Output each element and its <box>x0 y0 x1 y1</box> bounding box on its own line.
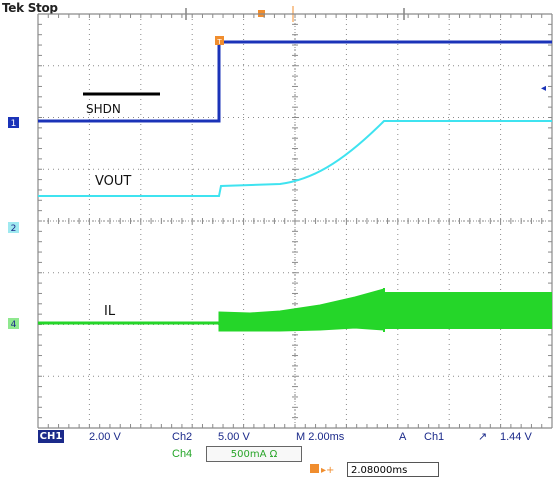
scope-status-title: Tek Stop <box>2 1 58 15</box>
trigger-level: 1.44 V <box>500 431 532 443</box>
ch2-scale: 5.00 V <box>218 431 250 443</box>
ch1-trace <box>38 40 552 123</box>
trigger-time-marker: T <box>215 36 224 46</box>
ch4-scale: 500mA Ω <box>206 446 302 462</box>
ch1-tag[interactable]: CH1 <box>38 430 64 443</box>
svg-text:4: 4 <box>11 320 17 330</box>
ch2-tag: Ch2 <box>172 431 192 443</box>
svg-text:T: T <box>216 38 222 46</box>
ch4-trace <box>38 288 552 332</box>
svg-text:2: 2 <box>11 224 17 234</box>
ch1-label-group: SHDN <box>83 92 160 116</box>
delay-value: 2.08000ms <box>347 462 439 477</box>
ch1-scale: 2.00 V <box>89 431 121 443</box>
delay-marker-icon <box>310 464 319 473</box>
ch4-trace-label: IL <box>104 304 116 319</box>
trigger-slope: ↗ <box>478 431 487 443</box>
trigger-level-arrow-icon: ◂ <box>541 83 546 94</box>
svg-text:1: 1 <box>11 119 17 129</box>
graticule <box>37 13 553 429</box>
ch2-marker[interactable]: 2 <box>8 222 19 234</box>
ch4-marker[interactable]: 4 <box>8 318 19 330</box>
acq-mode: A <box>399 431 407 443</box>
timebase: M 2.00ms <box>296 431 345 443</box>
ch1-marker[interactable]: 1 <box>8 117 19 129</box>
ch4-tag: Ch4 <box>172 448 192 460</box>
ch2-trace <box>38 120 552 197</box>
ch2-trace-label: VOUT <box>95 174 131 189</box>
delay-label: ▸+ <box>321 465 334 476</box>
ch1-trace-label: SHDN <box>86 102 121 116</box>
trigger-source: Ch1 <box>424 431 444 443</box>
